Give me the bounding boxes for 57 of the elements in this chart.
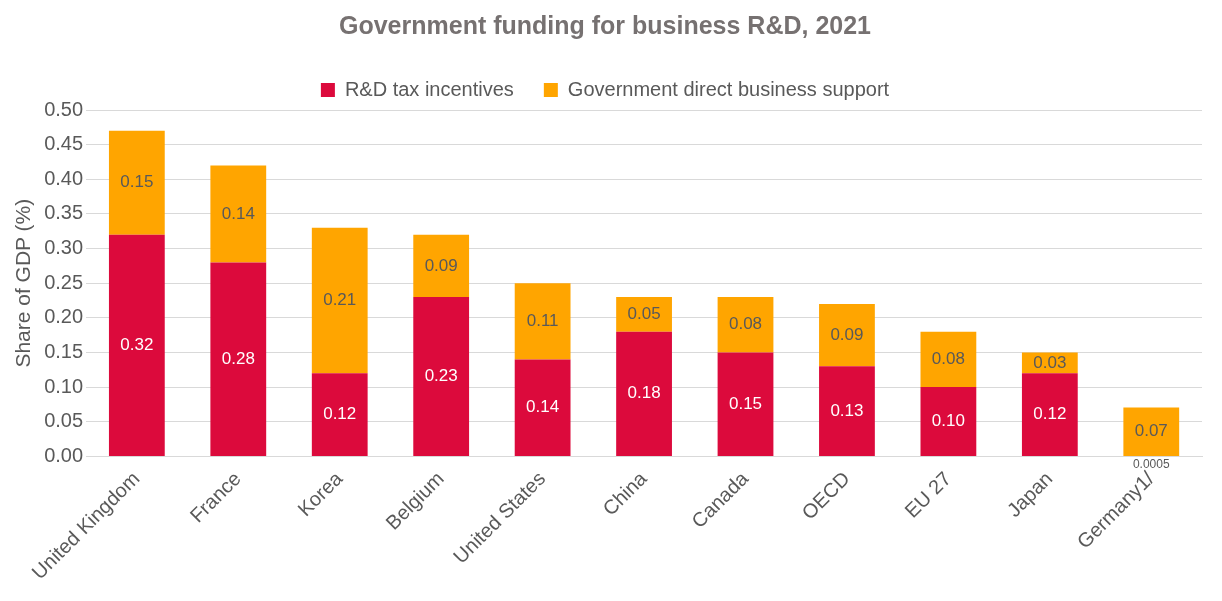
chart-title: Government funding for business R&D, 2021 — [338, 10, 872, 39]
bar — [108, 130, 165, 235]
bar — [1021, 373, 1078, 456]
data-label: 0.11 — [526, 310, 559, 330]
data-label: 0.28 — [221, 348, 255, 368]
bar — [616, 331, 672, 456]
bar — [920, 387, 977, 456]
data-label: 0.23 — [424, 366, 458, 386]
data-label: 0.09 — [830, 324, 864, 344]
bar — [819, 303, 875, 367]
data-label: 0.21 — [323, 290, 357, 310]
legend-label: R&D tax incentives — [344, 77, 514, 100]
bar — [311, 227, 368, 374]
y-axis-title: Share of GDP (%) — [11, 198, 35, 368]
bar — [514, 359, 571, 456]
data-label: 0.03 — [1033, 352, 1067, 372]
data-label: 0.12 — [323, 404, 357, 424]
data-label: 0.14 — [221, 203, 255, 223]
data-label: 0.10 — [931, 411, 965, 431]
bar — [616, 297, 672, 332]
bar — [210, 165, 267, 263]
y-tick-label: 0.00 — [44, 443, 84, 466]
y-tick-label: 0.10 — [44, 374, 84, 397]
y-tick-label: 0.05 — [44, 409, 84, 432]
legend-label: Government direct business support — [567, 77, 890, 100]
bar — [1123, 407, 1180, 457]
bar — [514, 283, 571, 360]
y-tick-label: 0.20 — [44, 305, 84, 328]
data-label: 0.07 — [1134, 421, 1168, 441]
data-label: 0.13 — [830, 400, 864, 420]
data-label: 0.08 — [931, 349, 965, 369]
y-tick-label: 0.50 — [44, 97, 84, 120]
data-label: 0.12 — [1033, 404, 1067, 424]
data-label: 0.15 — [120, 172, 154, 192]
bar — [413, 234, 470, 298]
y-tick-label: 0.45 — [44, 132, 84, 155]
y-tick-label: 0.25 — [44, 270, 84, 293]
y-tick-label: 0.35 — [44, 201, 84, 224]
bar — [108, 234, 165, 456]
data-label: 0.09 — [424, 255, 458, 275]
bar — [717, 297, 774, 353]
data-label: 0.32 — [120, 334, 154, 354]
bar — [920, 331, 977, 388]
bar — [413, 297, 470, 456]
bar — [210, 262, 267, 456]
bar — [717, 352, 774, 456]
y-tick-label: 0.30 — [44, 236, 84, 259]
data-label: 0.05 — [627, 304, 661, 324]
y-tick-label: 0.40 — [44, 166, 84, 189]
x-tick-label: EU 27 — [900, 467, 956, 522]
bar — [311, 373, 368, 456]
data-label: 0.14 — [526, 397, 560, 417]
data-label: 0.08 — [728, 314, 763, 334]
bar — [819, 366, 875, 456]
y-tick-label: 0.15 — [44, 340, 84, 362]
data-label: 0.18 — [627, 383, 661, 403]
data-label: 0.15 — [728, 393, 763, 413]
